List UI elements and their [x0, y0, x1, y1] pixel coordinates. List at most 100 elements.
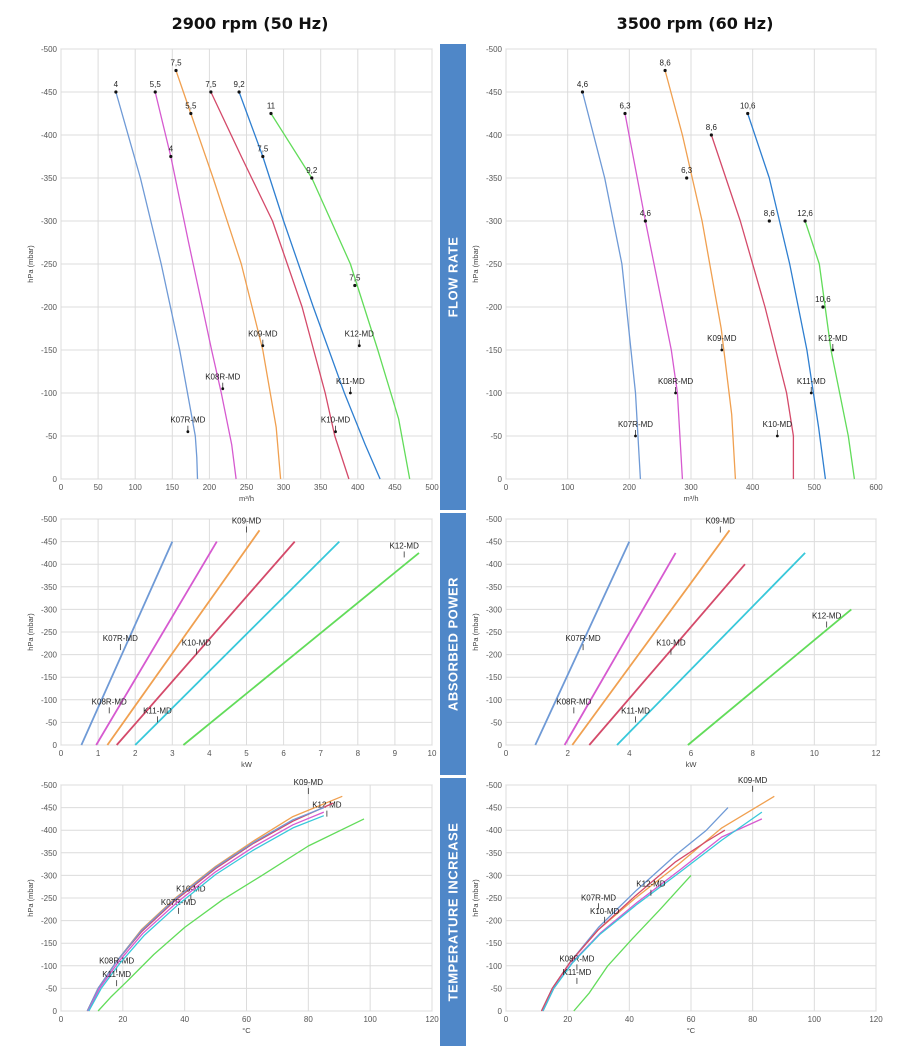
temp60-xtick-label: 0: [504, 1015, 509, 1024]
flow60-model-marker: [720, 348, 724, 352]
flow50-series-K07R-MD: [115, 91, 199, 480]
temp50-ytick-label: -350: [41, 849, 58, 858]
power60-model-label-K08R-MD: K08R-MD: [556, 697, 591, 706]
temp60-ytick-label: -150: [486, 939, 503, 948]
flow50-ytick-label: -350: [41, 174, 58, 183]
power50-xlabel: kW: [241, 760, 253, 769]
power60-ytick-label: -500: [486, 515, 503, 524]
temp50-ytick-label: -150: [41, 939, 58, 948]
flow60-model-marker: [831, 348, 835, 352]
power60-series-K10-MD: [588, 563, 746, 746]
flow60-xtick-label: 400: [746, 483, 760, 492]
power50-xtick-label: 2: [133, 749, 138, 758]
flow60-point-label: 10,6: [815, 295, 831, 304]
flow50-xtick-label: 0: [59, 483, 64, 492]
flow50-point-label: 11: [267, 102, 276, 111]
temp60-ytick-label: -50: [490, 984, 502, 993]
flow60-series-K12-MD: [804, 220, 856, 480]
flow50-model-marker: [261, 344, 265, 348]
flow50-ytick-label: -50: [45, 432, 57, 441]
power50-series-K10-MD: [116, 541, 296, 746]
flow50-series-K10-MD: [210, 91, 350, 480]
flow50-point-marker: [269, 111, 273, 116]
power50-xtick-label: 3: [170, 749, 175, 758]
flow60-ytick-label: -450: [486, 88, 503, 97]
flow60-model-label-K12-MD: K12-MD: [818, 334, 848, 343]
power60-series-K11-MD: [616, 552, 806, 746]
flow50-chart: 0 -50 -100 -150 -200 -250 -300 -350 -400 -450 -500…: [26, 45, 439, 503]
flow60-chart: 0 -50 -100 -150 -200 -250 -300 -350 -400 -450 -500…: [471, 45, 883, 503]
flow50-ytick-label: -450: [41, 88, 58, 97]
power50-model-label-K12-MD: K12-MD: [390, 541, 420, 550]
temp50-ytick-label: -300: [41, 871, 58, 880]
temp50-xlabel: °C: [242, 1026, 251, 1035]
power50-ytick-label: -200: [41, 651, 58, 660]
temp60-series-K12-MD: [573, 874, 692, 1012]
flow60-point-marker: [580, 90, 585, 94]
flow50-point-label: 4: [114, 80, 119, 89]
flow50-model-marker: [348, 391, 352, 395]
temp50-xtick-label: 60: [242, 1015, 251, 1024]
power60-xtick-label: 12: [872, 749, 881, 758]
power60-ytick-label: -50: [490, 718, 502, 727]
temp60-xtick-label: 20: [563, 1015, 572, 1024]
temp50-ytick-label: -200: [41, 917, 58, 926]
power60-series-K07R-MD: [534, 541, 631, 746]
power50-ytick-label: -150: [41, 673, 58, 682]
power60-ytick-label: -150: [486, 673, 503, 682]
power50-ytick-label: -100: [41, 696, 58, 705]
temp50-xtick-label: 100: [363, 1015, 377, 1024]
power60-ytick-label: -250: [486, 628, 503, 637]
flow60-point-marker: [643, 219, 647, 223]
temp50-xtick-label: 80: [304, 1015, 313, 1024]
flow60-model-marker: [809, 391, 813, 395]
flow60-xlabel: m³/h: [684, 494, 699, 503]
flow60-ytick-label: -500: [486, 45, 503, 54]
flow60-model-label-K10-MD: K10-MD: [763, 420, 793, 429]
temp50-model-label-K07R-MD: K07R-MD: [161, 898, 196, 907]
power60-ylabel: hPa (mbar): [471, 613, 480, 651]
temp60-model-label-K09-MD: K09-MD: [738, 776, 768, 785]
power50-series-K07R-MD: [80, 541, 174, 746]
band-temperature-increase: TEMPERATURE INCREASE: [440, 778, 466, 1046]
temp50-ytick-label: -50: [45, 984, 57, 993]
flow60-point-marker: [803, 219, 807, 223]
header-60hz: 3500 rpm (60 Hz): [616, 14, 774, 33]
flow60-point-label: 12,6: [797, 209, 813, 218]
flow60-point-marker: [767, 219, 771, 223]
flow60-ytick-label: -150: [486, 346, 503, 355]
temp50-ytick-label: -100: [41, 962, 58, 971]
temp50-xtick-label: 40: [180, 1015, 189, 1024]
power60-xtick-label: 4: [627, 749, 632, 758]
temp50-ytick-label: -250: [41, 894, 58, 903]
power50-xtick-label: 6: [281, 749, 286, 758]
flow50-point-marker: [189, 111, 193, 116]
power60-xtick-label: 2: [565, 749, 570, 758]
temp60-ytick-label: -100: [486, 962, 503, 971]
power50-xtick-label: 8: [356, 749, 361, 758]
power60-chart: 0 -50 -100 -150 -200 -250 -300 -350 -400 -450 -500…: [471, 515, 881, 769]
band-flow-rate: FLOW RATE: [440, 44, 466, 510]
temp50-ytick-label: 0: [53, 1007, 58, 1016]
flow60-ytick-label: -50: [490, 432, 502, 441]
power60-ytick-label: -200: [486, 651, 503, 660]
flow50-model-marker: [221, 387, 225, 391]
power50-ytick-label: -50: [45, 718, 57, 727]
flow60-ytick-label: -200: [486, 303, 503, 312]
temp60-model-label-K12-MD: K12-MD: [636, 880, 666, 889]
power60-ytick-label: -400: [486, 560, 503, 569]
flow50-series-K12-MD: [270, 113, 411, 480]
temp60-xtick-label: 80: [748, 1015, 757, 1024]
temp60-xtick-label: 60: [687, 1015, 696, 1024]
flow50-point-marker: [174, 68, 178, 73]
flow50-model-label-K12-MD: K12-MD: [345, 330, 375, 339]
power60-xtick-label: 0: [504, 749, 509, 758]
flow50-ytick-label: -100: [41, 389, 58, 398]
power50-series-K12-MD: [182, 552, 420, 746]
flow60-xtick-label: 0: [504, 483, 509, 492]
temp50-chart: 0 -50 -100 -150 -200 -250 -300 -350 -400 -450 -500…: [26, 778, 439, 1035]
power60-xtick-label: 10: [810, 749, 819, 758]
power60-model-label-K12-MD: K12-MD: [812, 611, 842, 620]
flow50-ytick-label: -150: [41, 346, 58, 355]
